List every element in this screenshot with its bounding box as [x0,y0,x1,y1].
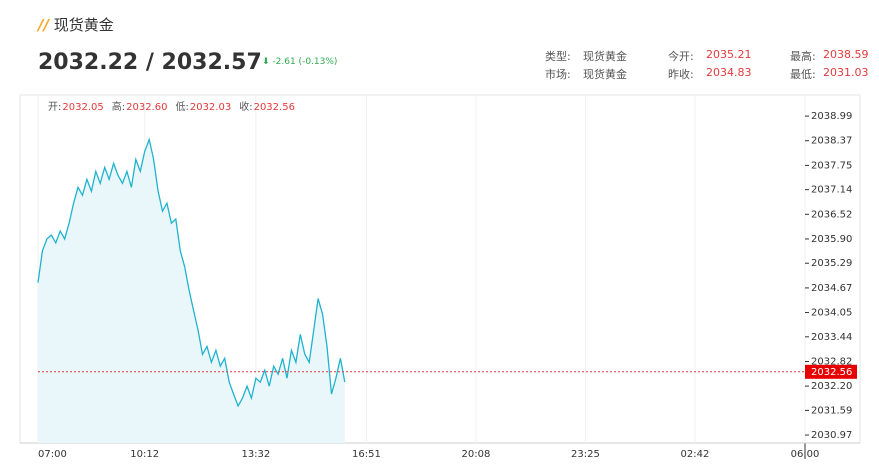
ohlc-label: 高: [112,100,125,113]
y-tick-label: 2034.67 [811,283,852,294]
y-tick-label: 2032.82 [811,356,852,367]
x-tick-label: 23:25 [571,449,600,460]
ohlc-value: 2032.60 [126,102,167,113]
ohlc: 开:2032.05 高:2032.60 低:2032.03 收:2032.56 [48,100,295,113]
area [38,139,345,443]
y-tick-label: 2033.44 [811,332,852,343]
info-value: 现货黄金 [583,68,627,81]
ref-label: 2032.56 [811,367,852,378]
info-value: 2038.59 [823,48,869,61]
info-label: 今开: [668,50,694,63]
info-label: 市场: [545,68,571,81]
change-row: ⬇ -2.61 (-0.13%) [262,57,338,67]
change: -2.61 (-0.13%) [272,57,338,67]
y-tick-label: 2034.05 [811,308,852,319]
title-row: // 现货黄金 [38,16,114,34]
y-tick-label: 2035.29 [811,258,852,269]
price: 2032.22 / 2032.57 [38,50,262,75]
ohlc-label: 收: [239,100,252,113]
ohlc-value: 2032.03 [190,102,231,113]
info-value: 2034.83 [706,66,752,79]
y-tick-label: 2030.97 [811,430,852,441]
info-value: 现货黄金 [583,50,627,63]
x-tick-label: 07:00 [38,449,67,460]
y-tick-label: 2035.90 [811,234,852,245]
y-tick-label: 2038.99 [811,111,852,122]
y-tick-label: 2037.75 [811,160,852,171]
ohlc-label: 低: [175,100,188,113]
ohlc-label: 开: [48,102,61,113]
info-value: 2035.21 [706,48,752,61]
y-tick-label: 2031.59 [811,405,852,416]
x-tick-label: 16:51 [352,449,381,460]
x-tick-label: 10:12 [130,449,159,460]
y-tick-label: 2036.52 [811,209,852,220]
price-line [37,137,346,408]
y-tick-label: 2038.37 [811,136,852,147]
x-tick-label: 20:08 [462,449,491,460]
info-label: 最高: [790,50,816,63]
y-tick-label: 2032.20 [811,381,852,392]
info-label: 昨收: [668,68,694,81]
info-label: 最低: [790,68,816,81]
x-tick-label: 06:00 [791,449,820,460]
info-value: 2031.03 [823,66,869,79]
ohlc-value: 2032.05 [62,102,103,113]
x-tick-label: 02:42 [681,449,710,460]
ref-badge [805,364,857,379]
x-tick-label: 13:32 [241,449,270,460]
y-tick-label: 2037.14 [811,185,852,196]
title: 现货黄金 [53,16,114,34]
info-label: 类型: [545,50,571,63]
ohlc-value: 2032.56 [254,102,295,113]
